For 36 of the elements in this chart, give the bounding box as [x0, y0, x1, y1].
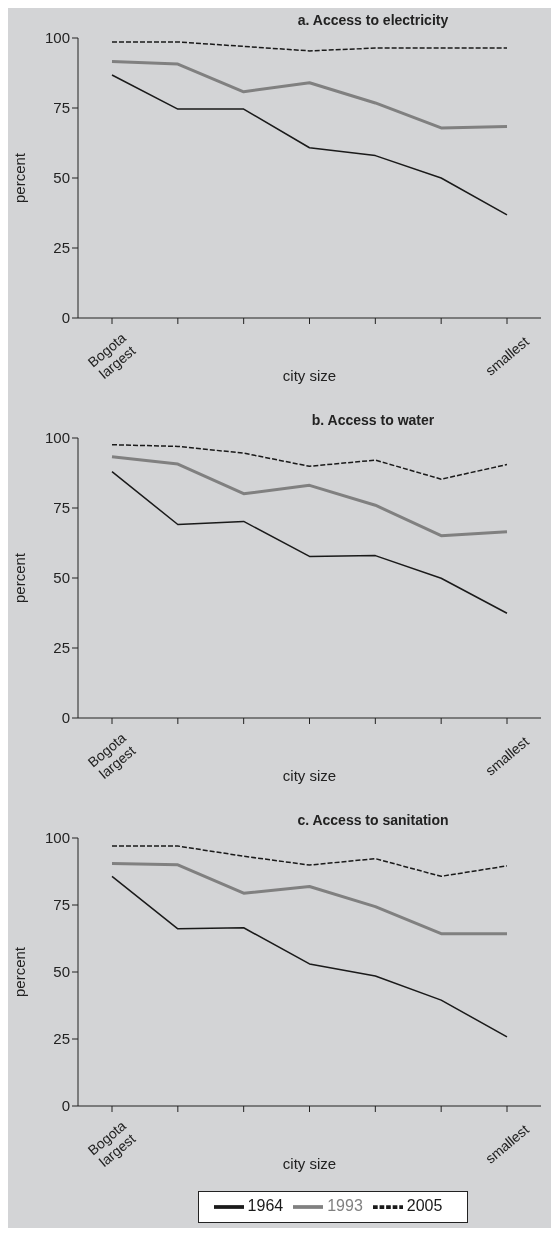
y-tick-label: 100 — [44, 29, 70, 47]
y-tick-label: 75 — [53, 896, 70, 914]
y-tick-label: 0 — [61, 309, 70, 327]
x-axis-title: city size — [282, 767, 337, 784]
y-tick-label: 50 — [53, 569, 70, 587]
legend-label: 1993 — [327, 1197, 363, 1215]
line-series — [111, 845, 508, 878]
y-axis-title: percent — [11, 552, 29, 604]
line-series — [111, 470, 508, 615]
chart-title: a. Access to electricity — [296, 12, 450, 28]
x-axis-title: city size — [282, 367, 337, 384]
line-series — [110, 861, 509, 936]
x-axis-title: city size — [282, 1155, 337, 1172]
y-tick-label: 75 — [53, 499, 70, 517]
y-tick-label: 50 — [53, 169, 70, 187]
chart-title: c. Access to sanitation — [296, 812, 450, 828]
y-tick-label: 100 — [44, 429, 70, 447]
line-series — [111, 443, 508, 480]
y-tick-label: 0 — [61, 709, 70, 727]
line-series — [110, 60, 509, 130]
chart-title: b. Access to water — [310, 412, 436, 428]
line-series — [110, 455, 509, 538]
y-tick-label: 25 — [53, 1030, 70, 1048]
legend-label: 1964 — [247, 1197, 284, 1215]
y-axis-title: percent — [11, 946, 29, 998]
line-series — [111, 875, 508, 1038]
legend-label: 2005 — [406, 1197, 443, 1215]
line-series — [111, 41, 508, 52]
y-tick-label: 25 — [53, 239, 70, 257]
y-axis-title: percent — [11, 152, 29, 204]
y-tick-label: 25 — [53, 639, 70, 657]
y-tick-label: 50 — [53, 963, 70, 981]
y-tick-label: 100 — [44, 829, 70, 847]
y-tick-label: 0 — [61, 1097, 70, 1115]
y-tick-label: 75 — [53, 99, 70, 117]
line-series — [111, 74, 508, 216]
